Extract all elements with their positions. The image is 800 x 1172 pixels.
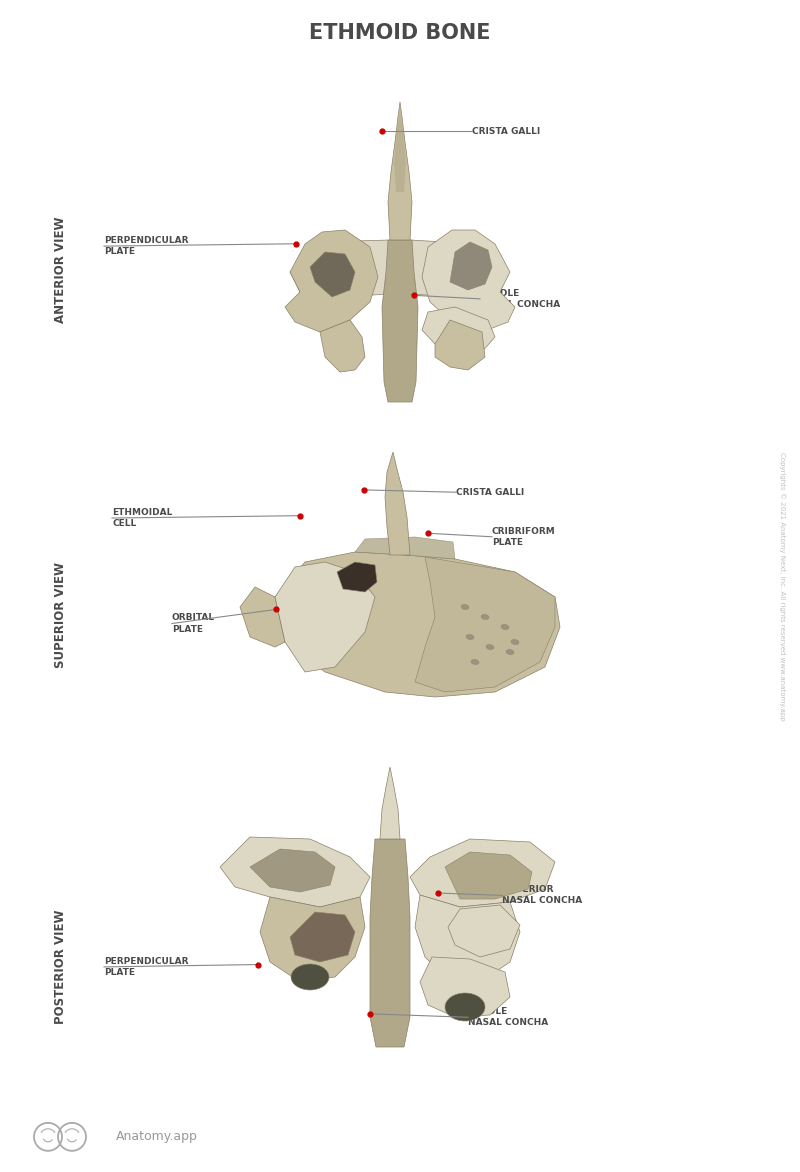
Polygon shape xyxy=(382,240,418,402)
Text: PERPENDICULAR
PLATE: PERPENDICULAR PLATE xyxy=(104,956,189,977)
Polygon shape xyxy=(320,320,365,372)
Polygon shape xyxy=(260,897,365,982)
Polygon shape xyxy=(275,563,375,672)
Ellipse shape xyxy=(506,649,514,654)
Text: ORBITAL
PLATE: ORBITAL PLATE xyxy=(172,613,215,634)
Ellipse shape xyxy=(461,605,469,609)
Ellipse shape xyxy=(481,614,489,620)
Polygon shape xyxy=(310,252,355,297)
Text: ETHMOIDAL
CELL: ETHMOIDAL CELL xyxy=(112,507,172,529)
Ellipse shape xyxy=(445,993,485,1021)
Ellipse shape xyxy=(291,965,329,990)
Polygon shape xyxy=(240,587,285,647)
Polygon shape xyxy=(415,895,520,982)
Polygon shape xyxy=(290,240,508,297)
Text: MIDDLE
NASAL CONCHA: MIDDLE NASAL CONCHA xyxy=(480,288,560,309)
Polygon shape xyxy=(394,113,406,192)
Polygon shape xyxy=(250,849,335,892)
Polygon shape xyxy=(415,557,555,691)
Ellipse shape xyxy=(501,625,509,629)
Text: CRISTA GALLI: CRISTA GALLI xyxy=(472,127,540,136)
Polygon shape xyxy=(337,563,377,592)
Text: POSTERIOR VIEW: POSTERIOR VIEW xyxy=(54,909,66,1024)
Text: MIDDLE
NASAL CONCHA: MIDDLE NASAL CONCHA xyxy=(468,1007,548,1028)
Polygon shape xyxy=(220,837,370,907)
Polygon shape xyxy=(410,839,555,907)
Text: PERPENDICULAR
PLATE: PERPENDICULAR PLATE xyxy=(104,236,189,257)
Polygon shape xyxy=(420,958,510,1017)
Polygon shape xyxy=(380,766,400,839)
Polygon shape xyxy=(422,230,515,332)
Text: Anatomy.app: Anatomy.app xyxy=(116,1130,198,1144)
Text: ANTERIOR VIEW: ANTERIOR VIEW xyxy=(54,217,66,322)
Polygon shape xyxy=(385,452,410,556)
Text: SUPERIOR
NASAL CONCHA: SUPERIOR NASAL CONCHA xyxy=(502,885,582,906)
Ellipse shape xyxy=(511,640,519,645)
Polygon shape xyxy=(388,102,412,240)
Polygon shape xyxy=(285,230,378,332)
Ellipse shape xyxy=(471,660,479,665)
Polygon shape xyxy=(450,241,492,289)
Polygon shape xyxy=(275,552,560,697)
Polygon shape xyxy=(355,537,455,559)
Polygon shape xyxy=(448,905,520,958)
Text: CRIBRIFORM
PLATE: CRIBRIFORM PLATE xyxy=(492,526,556,547)
Text: CRISTA GALLI: CRISTA GALLI xyxy=(456,488,524,497)
Ellipse shape xyxy=(486,645,494,649)
Ellipse shape xyxy=(466,634,474,640)
Text: ETHMOID BONE: ETHMOID BONE xyxy=(310,22,490,43)
Text: SUPERIOR VIEW: SUPERIOR VIEW xyxy=(54,563,66,668)
Text: Copyrights © 2021 Anatomy Next, Inc. All rights reserved www.anatomy.app: Copyrights © 2021 Anatomy Next, Inc. All… xyxy=(779,451,786,721)
Polygon shape xyxy=(290,912,355,962)
Polygon shape xyxy=(422,307,495,357)
Polygon shape xyxy=(370,839,410,1047)
Polygon shape xyxy=(435,320,485,370)
Polygon shape xyxy=(445,852,532,899)
